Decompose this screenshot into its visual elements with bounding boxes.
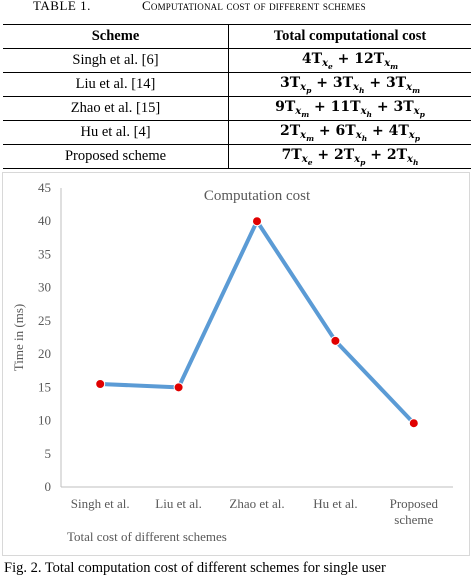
header-cost: Total computational cost	[228, 24, 471, 49]
cost-formula: 9Txm + 11Txh + 3Txp	[275, 98, 425, 119]
scheme-cell: Zhao et al. [15]	[3, 96, 229, 121]
table-title: Computational cost of different schemes	[142, 0, 366, 13]
y-tick-label: 20	[38, 346, 51, 361]
scheme-cell: Proposed scheme	[3, 144, 229, 169]
series-line	[98, 219, 416, 426]
cost-cell: 4Txe + 12Txm	[228, 48, 471, 73]
data-point	[252, 216, 262, 227]
data-point	[330, 335, 341, 346]
y-tick-label: 5	[45, 446, 52, 461]
table-row: Proposed scheme 7Txe + 2Txp + 2Txh	[3, 144, 471, 169]
x-tick-label: Hu et al.	[313, 496, 357, 511]
table-number: TABLE 1.	[33, 0, 91, 13]
x-tick-label: Proposed	[390, 496, 439, 511]
x-tick-label: scheme	[394, 512, 433, 527]
x-tick-label: Liu et al.	[155, 496, 202, 511]
scheme-cell: Liu et al. [14]	[3, 72, 229, 97]
table-row: Liu et al. [14] 3Txp + 3Txh + 3Txm	[3, 72, 471, 97]
x-axis-label: Total cost of different schemes	[67, 529, 227, 544]
cost-formula: 4Txe + 12Txm	[301, 50, 399, 71]
cost-cell: 7Txe + 2Txp + 2Txh	[228, 144, 471, 169]
y-axis-label: Time in (ms)	[11, 304, 26, 371]
y-tick-label: 30	[38, 280, 51, 295]
line-chart: 0 5 10 15 20 25 30 35 40 45 Singh et al. Liu et al.…	[11, 180, 453, 544]
data-point	[408, 418, 419, 429]
cost-cell: 2Txm + 6Txh + 4Txp	[228, 120, 471, 145]
data-point	[95, 379, 106, 390]
chart-title: Computation cost	[204, 188, 311, 204]
y-tick-label: 10	[38, 413, 51, 428]
y-tick-label: 0	[45, 479, 52, 494]
cost-formula: 2Txm + 6Txh + 4Txp	[279, 122, 421, 143]
scheme-cell: Singh et al. [6]	[3, 48, 229, 73]
cost-cell: 9Txm + 11Txh + 3Txp	[228, 96, 471, 121]
y-tick-label: 40	[38, 213, 51, 228]
scheme-cell: Hu et al. [4]	[3, 120, 229, 145]
y-tick-label: 35	[38, 246, 51, 261]
data-point	[173, 382, 184, 393]
cost-formula: 3Txp + 3Txh + 3Txm	[279, 74, 421, 95]
x-tick-label: Singh et al.	[71, 496, 130, 511]
table-row: Singh et al. [6] 4Txe + 12Txm	[3, 48, 471, 73]
table-header-row: Scheme Total computational cost	[3, 24, 471, 49]
chart-frame: 0 5 10 15 20 25 30 35 40 45 Singh et al. Liu et al.…	[2, 172, 470, 556]
table-caption: TABLE 1. Computational cost of different…	[0, 0, 474, 16]
header-scheme: Scheme	[3, 24, 229, 49]
cost-cell: 3Txp + 3Txh + 3Txm	[228, 72, 471, 97]
table-row: Zhao et al. [15] 9Txm + 11Txh + 3Txp	[3, 96, 471, 121]
cost-formula: 7Txe + 2Txp + 2Txh	[281, 146, 419, 167]
y-tick-label: 15	[38, 379, 51, 394]
cost-table: Scheme Total computational cost Singh et…	[3, 24, 471, 169]
y-tick-label: 45	[38, 180, 51, 195]
figure-caption: Fig. 2. Total computation cost of differ…	[4, 560, 386, 576]
x-tick-label: Zhao et al.	[229, 496, 284, 511]
table-row: Hu et al. [4] 2Txm + 6Txh + 4Txp	[3, 120, 471, 145]
y-tick-label: 25	[38, 313, 51, 328]
